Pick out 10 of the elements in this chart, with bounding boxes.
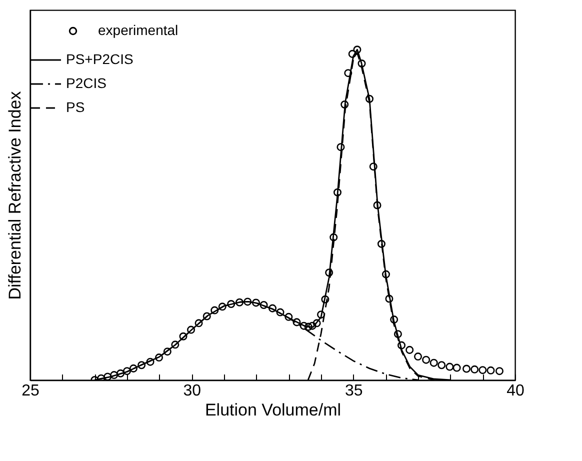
legend-label: P2CIS: [66, 75, 106, 91]
y-axis-title: Differential Refractive Index: [6, 90, 24, 300]
x-axis-title: Elution Volume/ml: [204, 400, 342, 420]
x-tick-label: 25: [22, 382, 40, 400]
legend-label: PS+P2CIS: [66, 51, 134, 67]
x-tick-label: 35: [344, 382, 363, 400]
x-tick-label: 30: [183, 382, 202, 400]
legend-label: PS: [66, 99, 85, 115]
x-tick-label: 40: [506, 382, 524, 400]
legend-label: experimental: [98, 22, 178, 38]
